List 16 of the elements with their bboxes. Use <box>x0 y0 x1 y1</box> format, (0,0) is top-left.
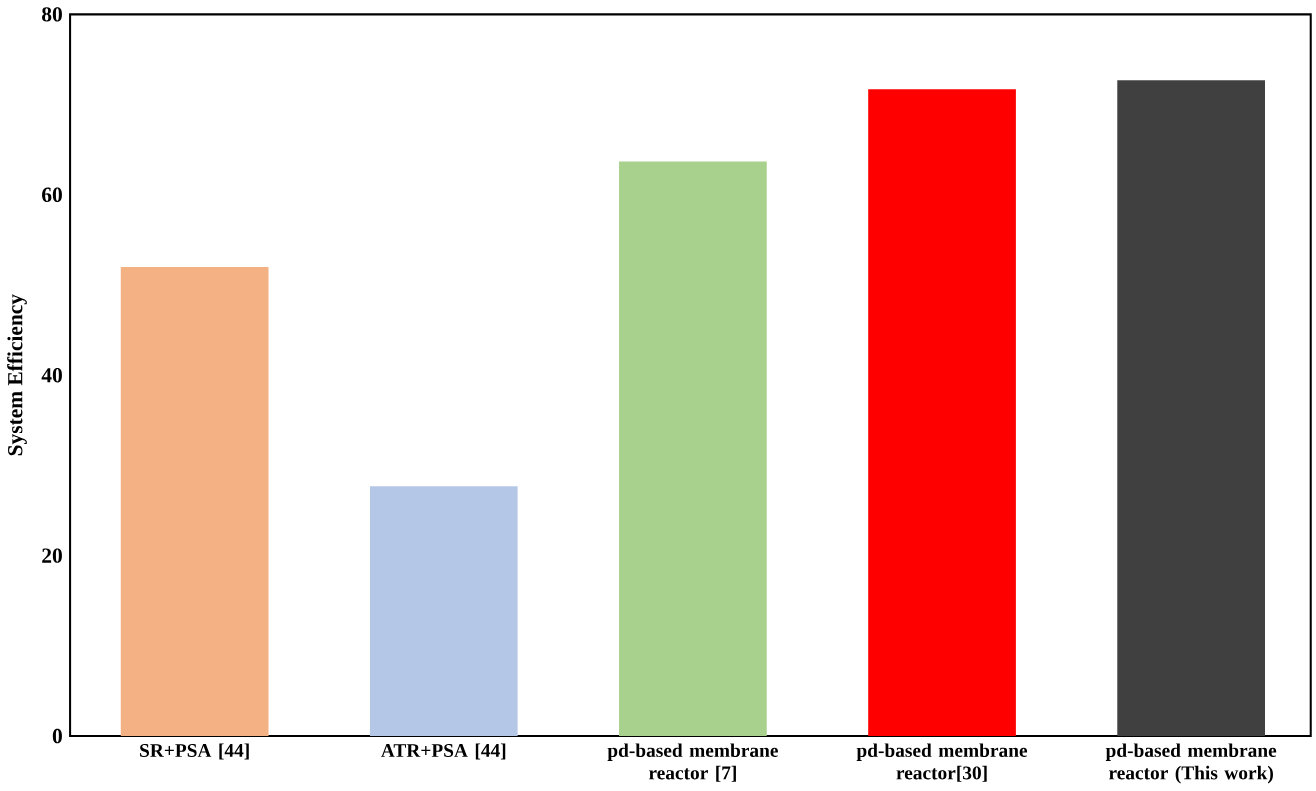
bar <box>619 161 767 737</box>
y-tick-label: 40 <box>41 368 62 383</box>
bar <box>868 89 1016 737</box>
bar <box>369 486 518 737</box>
y-axis-title: System Efficiency <box>7 294 27 456</box>
x-tick-label: ATR+PSA [44] <box>381 743 506 760</box>
x-tick-label: SR+PSA [44] <box>140 743 249 760</box>
x-tick-label: pd-based membrane reactor[30] <box>856 743 1028 783</box>
bar <box>120 267 269 737</box>
bar <box>1117 80 1266 737</box>
y-tick-label: 60 <box>42 187 62 203</box>
y-tick-label: 20 <box>42 548 62 564</box>
y-tick-label: 80 <box>42 7 62 22</box>
x-tick-label: pd-based membrane reactor (This work) <box>1105 743 1277 784</box>
x-tick-label: pd-based membrane reactor [7] <box>607 743 778 783</box>
y-tick-label: 0 <box>52 729 62 744</box>
